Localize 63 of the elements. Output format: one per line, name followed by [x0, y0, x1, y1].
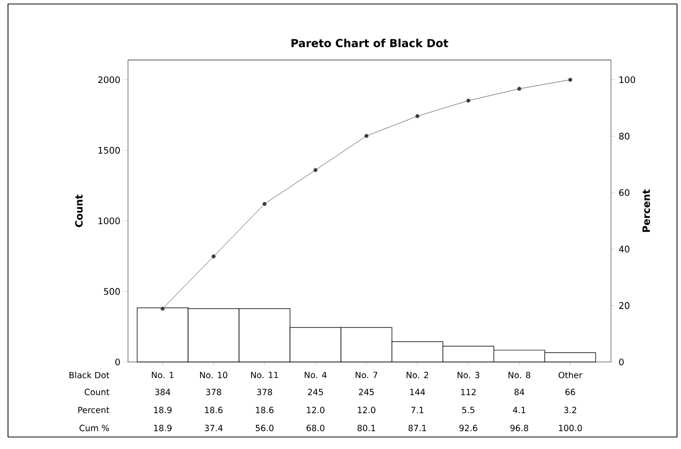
data-label: 245 — [358, 388, 374, 396]
chart-title: Pareto Chart of Black Dot — [292, 38, 448, 48]
text: Percent — [78, 406, 110, 414]
y2-tick-label: 60 — [619, 189, 630, 196]
y2-tick-label: 100 — [620, 76, 636, 84]
text: 4.1 — [512, 406, 526, 414]
y-tick-label: 1500 — [98, 146, 120, 154]
point — [160, 306, 165, 311]
data-label: 100.0 — [559, 424, 582, 432]
data-label: 80.1 — [358, 424, 376, 432]
data-label: 378 — [206, 388, 222, 396]
data-label: 37.4 — [204, 424, 223, 432]
y2-axis-title: Percent — [642, 189, 650, 232]
y-tick-label: 500 — [104, 288, 120, 295]
point — [466, 98, 470, 103]
x-tick-label: No. 10 — [200, 372, 228, 378]
text: 5.5 — [462, 406, 474, 414]
point — [415, 114, 420, 118]
text: 12.0 — [306, 406, 324, 414]
data-label: 68.0 — [306, 424, 324, 432]
data-label: 66 — [565, 388, 576, 396]
text: 18.6 — [205, 406, 223, 414]
text: 3.2 — [564, 406, 576, 414]
x-tick-label: No. 4 — [304, 372, 327, 378]
data-label: 245 — [308, 388, 323, 396]
y2-tick-label: 20 — [619, 302, 630, 309]
text: Count — [84, 388, 110, 396]
x-tick-label: No. 1 — [152, 372, 174, 378]
y-tick-label: 0 — [115, 358, 120, 366]
data-label: 144 — [410, 388, 426, 396]
text: Cum % — [80, 424, 109, 432]
y2-tick-label: 40 — [618, 246, 630, 252]
x-tick-label: Other — [558, 372, 582, 378]
x-tick-label: No. 2 — [406, 372, 428, 378]
x-tick-label: No. 11 — [251, 372, 278, 378]
point — [313, 168, 318, 172]
x-tick-label: No. 7 — [356, 372, 378, 378]
point — [262, 202, 267, 206]
x-tick-label: No. 3 — [458, 372, 480, 378]
point — [517, 86, 522, 91]
data-label: 112 — [461, 388, 476, 396]
y-tick-label: 1000 — [98, 217, 120, 224]
text: 18.9 — [154, 406, 172, 414]
text: 12.0 — [358, 406, 376, 414]
data-label: 56.0 — [256, 424, 274, 432]
data-label: 92.6 — [459, 424, 478, 432]
data-label: 84 — [514, 388, 524, 396]
point — [212, 254, 216, 258]
data-label: 96.8 — [510, 424, 528, 432]
text: 18.6 — [256, 406, 274, 414]
text: 7.1 — [411, 406, 424, 414]
y-tick-label: 2000 — [98, 76, 120, 84]
point — [568, 78, 572, 82]
data-label: 18.9 — [154, 424, 172, 432]
x-tick-label: No. 8 — [508, 372, 530, 378]
data-label: 378 — [257, 388, 272, 396]
point — [364, 134, 368, 138]
data-label: 87.1 — [408, 424, 426, 432]
y-axis-title: Count — [75, 194, 83, 228]
y2-tick-label: 0 — [619, 358, 624, 366]
data-label: 384 — [155, 388, 170, 396]
x-axis-title: Black Dot — [70, 372, 110, 378]
y2-tick-label: 80 — [619, 132, 630, 140]
